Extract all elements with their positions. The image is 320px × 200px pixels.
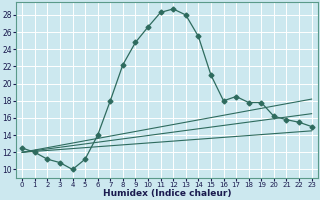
X-axis label: Humidex (Indice chaleur): Humidex (Indice chaleur): [103, 189, 231, 198]
